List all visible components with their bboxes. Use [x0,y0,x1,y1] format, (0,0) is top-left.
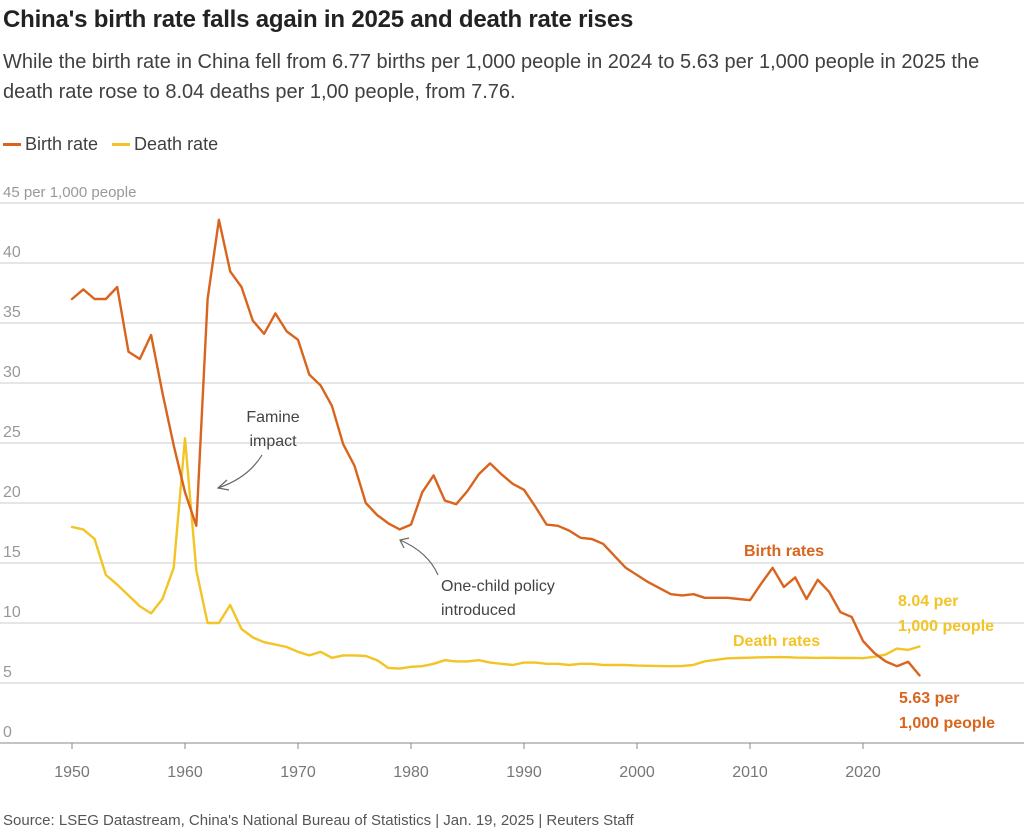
annotation-layer: Famine impact One-child policy introduced Bi… [216,409,995,732]
annotation-famine-arrow [217,454,263,489]
y-tick-label: 0 [3,724,12,741]
end-label-birth: 5.63 per 1,000 people [899,690,995,732]
legend-item-death-rate: Death rate [112,134,218,155]
legend-item-birth-rate: Birth rate [3,134,98,155]
grid-layer [0,202,1024,744]
y-tick-label: 15 [3,544,21,561]
x-tick-label: 1950 [54,764,90,781]
x-tick-label: 1960 [167,764,203,781]
x-tick-labels: 1950 1960 1970 1980 1990 2000 2010 2020 [54,743,881,781]
y-tick-label: 35 [3,304,21,321]
line-chart: 0 5 10 15 20 25 30 35 40 45 per 1,000 people 195… [0,184,1024,781]
series-line-birth-rate [70,218,921,677]
x-tick-label: 2020 [845,764,881,781]
legend-swatch-birth-rate [3,143,21,146]
legend: Birth rate Death rate [3,134,218,155]
annotation-one-child-arrow [399,539,439,576]
legend-swatch-death-rate [112,143,131,146]
source-note: Source: LSEG Datastream, China's Nationa… [3,812,634,829]
legend-label-birth-rate: Birth rate [25,134,99,154]
y-tick-label: 40 [3,244,21,261]
chart-subtitle: While the birth rate in China fell from … [3,51,980,103]
series-line-death-rate [70,437,921,670]
end-label-death: 8.04 per 1,000 people [898,593,994,635]
x-tick-label: 1980 [393,764,429,781]
y-axis-label: 45 per 1,000 people [3,184,136,201]
x-tick-label: 2000 [619,764,655,781]
x-tick-label: 1990 [506,764,542,781]
annotation-famine-arrowhead [216,479,230,491]
x-tick-label: 1970 [280,764,316,781]
y-tick-label: 5 [3,664,12,681]
y-tick-label: 30 [3,364,21,381]
annotation-famine: Famine impact [246,409,299,450]
y-tick-labels: 0 5 10 15 20 25 30 35 40 [3,244,21,741]
annotation-one-child: One-child policy introduced [441,578,555,619]
x-tick-label: 2010 [732,764,768,781]
annotation-one-child-arrowhead [399,537,410,549]
series-layer [70,218,921,677]
y-tick-label: 25 [3,424,21,441]
y-tick-label: 20 [3,484,21,501]
birth-rates-label: Birth rates [744,543,824,560]
y-tick-label: 10 [3,604,21,621]
chart-title: China's birth rate falls again in 2025 a… [3,6,634,33]
death-rates-label: Death rates [733,633,820,650]
legend-label-death-rate: Death rate [134,134,219,154]
